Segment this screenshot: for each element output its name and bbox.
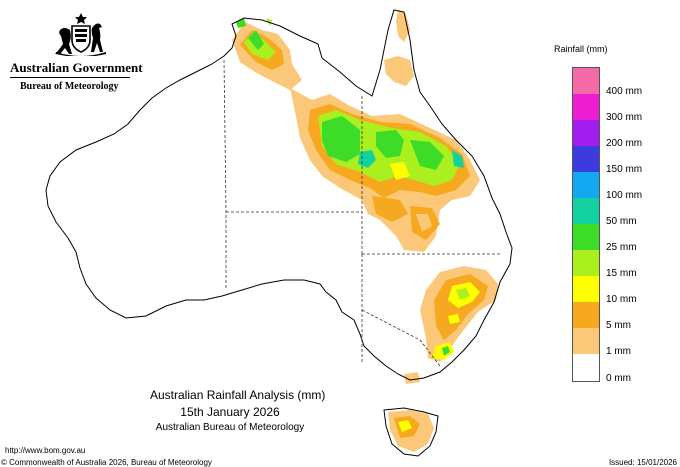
bureau-title: Bureau of Meteorology	[20, 81, 119, 92]
copyright-text: © Commonwealth of Australia 2026, Bureau…	[1, 458, 212, 467]
legend-label: 150 mm	[606, 164, 643, 175]
state-borders	[223, 59, 500, 367]
legend-title: Rainfall (mm)	[554, 44, 608, 54]
legend-swatch	[573, 224, 599, 250]
map-date: 15th January 2026	[180, 405, 280, 419]
map-title: Australian Rainfall Analysis (mm)	[150, 388, 326, 402]
legend-swatch	[573, 328, 599, 354]
legend-swatch	[573, 94, 599, 120]
government-title: Australian Government	[10, 60, 143, 75]
legend-label: 200 mm	[606, 138, 643, 149]
legend-swatch	[573, 302, 599, 328]
bom-logo	[10, 12, 132, 97]
legend-label: 0 mm	[606, 373, 631, 384]
coat-of-arms-icon	[55, 13, 106, 56]
legend-label: 50 mm	[606, 216, 637, 227]
map-organisation: Australian Bureau of Meteorology	[155, 422, 305, 433]
australia-coastline	[45, 9, 513, 381]
legend-swatch	[573, 250, 599, 276]
legend-swatch	[573, 354, 599, 381]
issued-date: Issued: 15/01/2026	[608, 458, 677, 467]
legend-label: 300 mm	[606, 112, 643, 123]
legend-label: 100 mm	[606, 190, 643, 201]
legend-swatch	[573, 276, 599, 302]
legend-swatch	[573, 68, 599, 94]
legend-label: 400 mm	[606, 86, 643, 97]
legend-label: 1 mm	[606, 346, 631, 357]
legend-label: 15 mm	[606, 268, 637, 279]
legend-swatch	[573, 198, 599, 224]
bom-url-link[interactable]: http://www.bom.gov.au	[5, 446, 86, 455]
legend-label: 25 mm	[606, 242, 637, 253]
tasmania-coastline	[383, 407, 439, 457]
legend-colorbar	[572, 67, 600, 382]
legend-label: 10 mm	[606, 294, 637, 305]
rain-area-cape-york	[384, 56, 414, 86]
rainfall-shading	[232, 10, 498, 452]
header-divider	[10, 77, 130, 78]
legend-swatch	[573, 146, 599, 172]
legend-swatch	[573, 120, 599, 146]
legend-swatch	[573, 172, 599, 198]
legend-label: 5 mm	[606, 320, 631, 331]
